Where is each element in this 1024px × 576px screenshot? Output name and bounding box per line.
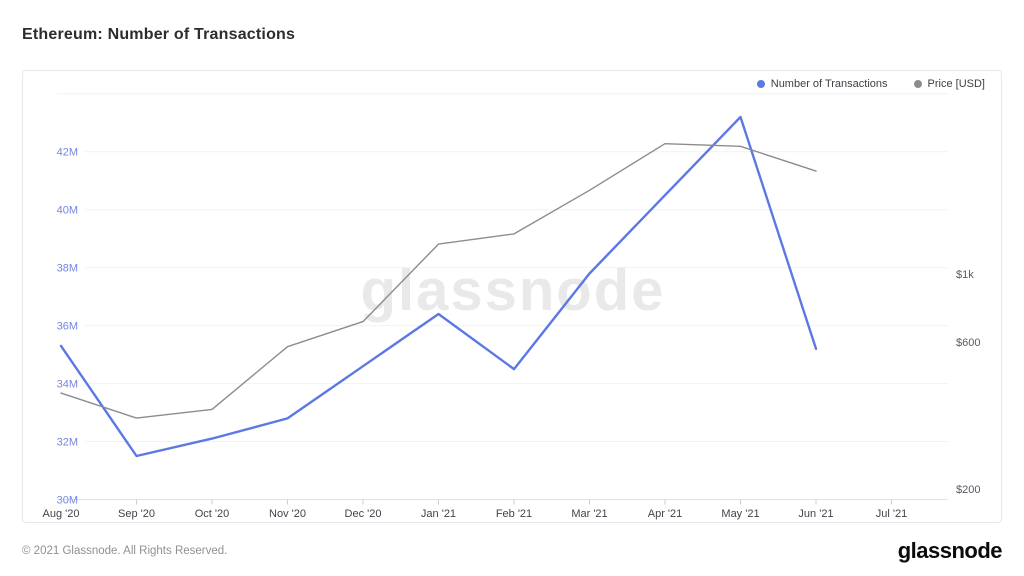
y-axis-left-label: 38M xyxy=(57,263,78,275)
glassnode-logo: glassnode xyxy=(897,538,1003,563)
y-axis-left-label: 42M xyxy=(57,147,78,159)
legend-item-price[interactable]: Price [USD] xyxy=(913,78,985,90)
y-axis-right-label: $200 xyxy=(956,484,980,496)
x-axis-label: Nov '20 xyxy=(269,508,306,520)
series-line-0[interactable] xyxy=(59,115,818,458)
footer: © 2021 Glassnode. All Rights Reserved. g… xyxy=(22,536,1003,566)
y-axis-left-label: 34M xyxy=(57,379,78,391)
x-axis-label: Jul '21 xyxy=(876,508,907,520)
x-axis-label: Apr '21 xyxy=(648,508,683,520)
y-axis-right-label: $600 xyxy=(956,337,980,349)
x-axis-label: Oct '20 xyxy=(195,508,230,520)
x-axis-label: Feb '21 xyxy=(496,508,532,520)
legend: Number of Transactions Price [USD] xyxy=(756,78,985,90)
chart-svg[interactable]: glassnode 30M 32M 34M 36M 38M 40M 42M $200 $600 $1… xyxy=(23,71,1003,524)
legend-label-transactions: Number of Transactions xyxy=(770,78,888,90)
y-axis-left-label: 36M xyxy=(57,321,78,333)
legend-label-price: Price [USD] xyxy=(927,78,985,90)
x-axis-label: Sep '20 xyxy=(118,508,155,520)
series-line-1[interactable] xyxy=(60,142,817,419)
x-axis-label: Aug '20 xyxy=(43,508,80,520)
x-axis-label: Mar '21 xyxy=(571,508,607,520)
legend-dot-price-icon xyxy=(913,80,922,88)
footer-copyright: © 2021 Glassnode. All Rights Reserved. xyxy=(22,545,228,557)
page-title: Ethereum: Number of Transactions xyxy=(22,26,296,43)
legend-dot-transactions-icon xyxy=(756,80,765,88)
y-axis-right-label: $1k xyxy=(956,269,974,281)
chart-panel: Number of Transactions Price [USD] glass… xyxy=(22,70,1002,523)
glassnode-watermark: glassnode xyxy=(361,258,666,323)
x-axis-label: Jun '21 xyxy=(798,508,833,520)
y-axis-left-label: 40M xyxy=(57,205,78,217)
x-axis-label: Dec '20 xyxy=(345,508,382,520)
x-axis-label: Jan '21 xyxy=(421,508,456,520)
legend-item-transactions[interactable]: Number of Transactions xyxy=(756,78,888,90)
y-axis-left-label: 32M xyxy=(57,437,78,449)
y-axis-left-label: 30M xyxy=(57,495,78,507)
x-axis-label: May '21 xyxy=(721,508,759,520)
